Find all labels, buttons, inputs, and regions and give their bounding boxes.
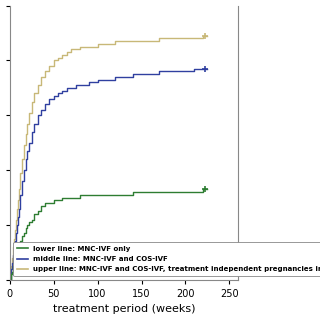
- X-axis label: treatment period (weeks): treatment period (weeks): [53, 304, 195, 315]
- Legend: lower line: MNC-IVF only, middle line: MNC-IVF and COS-IVF, upper line: MNC-IVF : lower line: MNC-IVF only, middle line: M…: [13, 242, 320, 276]
